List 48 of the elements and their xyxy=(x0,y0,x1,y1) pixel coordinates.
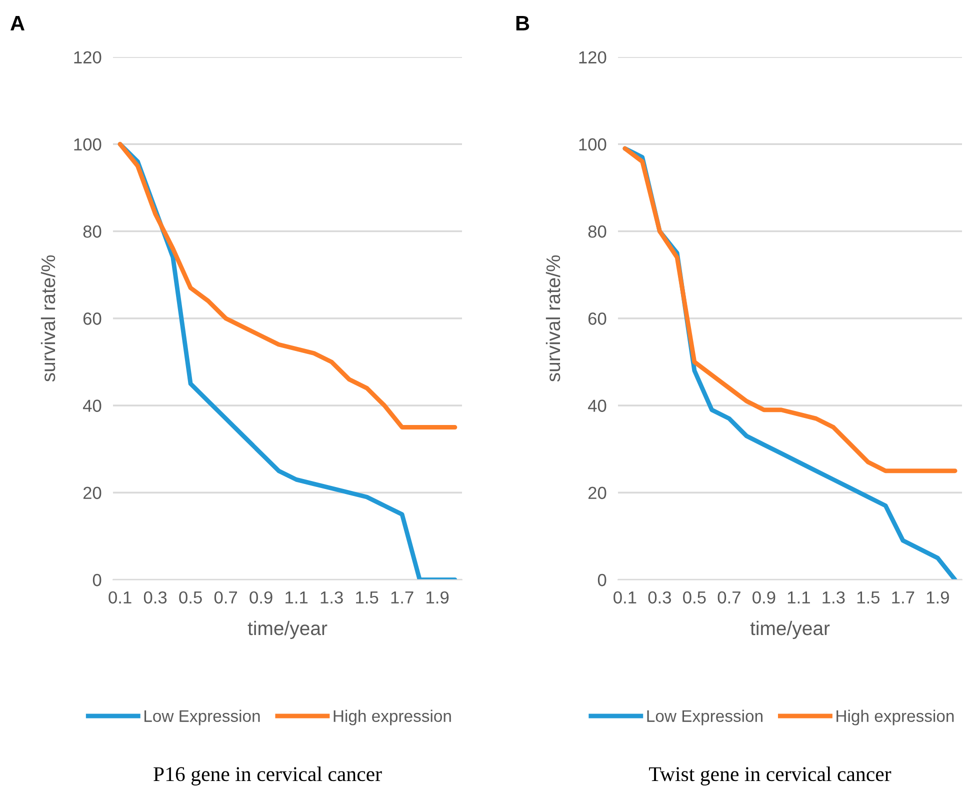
y-tick-label: 80 xyxy=(588,225,606,238)
y-tick-label: 20 xyxy=(83,486,102,500)
legend-label: High expression xyxy=(334,710,451,726)
y-axis-title: survival rate/% xyxy=(40,255,56,382)
x-tick-label: 0.7 xyxy=(718,591,740,604)
y-tick-label: 100 xyxy=(579,138,606,151)
x-tick-label: 1.5 xyxy=(356,591,378,604)
x-tick-label: 1.9 xyxy=(426,591,449,604)
legend-label: Low Expression xyxy=(647,710,762,726)
text: A xyxy=(10,16,24,30)
x-tick-label: 1.1 xyxy=(788,591,810,604)
x-tick-label: 0.9 xyxy=(752,591,776,604)
x-tick-label: 1.7 xyxy=(892,591,914,604)
x-axis-title: time/year xyxy=(750,620,830,640)
x-tick-label: 0.1 xyxy=(108,591,132,604)
text: Twist gene in cervical cancer xyxy=(649,766,892,786)
y-tick-label: 20 xyxy=(588,486,606,500)
y-tick-label: 0 xyxy=(598,574,606,586)
x-tick-label: 0.9 xyxy=(250,591,272,604)
x-tick-label: 0.7 xyxy=(214,591,238,604)
y-tick-label: 100 xyxy=(74,138,102,151)
y-tick-label: 0 xyxy=(92,574,102,586)
line-series xyxy=(622,146,958,474)
x-tick-label: 1.7 xyxy=(391,591,414,604)
x-tick-label: 1.1 xyxy=(286,591,308,604)
x-tick-label: 1.9 xyxy=(926,591,949,604)
x-axis-title: time/year xyxy=(248,620,328,640)
x-tick-label: 1.5 xyxy=(857,591,880,604)
line-series xyxy=(118,142,458,430)
y-tick-label: 120 xyxy=(74,51,102,64)
x-tick-label: 0.5 xyxy=(179,591,202,604)
x-tick-label: 0.5 xyxy=(683,591,706,604)
x-tick-label: 0.3 xyxy=(144,591,167,604)
x-tick-label: 1.3 xyxy=(320,591,343,604)
y-tick-label: 80 xyxy=(83,225,102,238)
x-tick-label: 0.3 xyxy=(648,591,671,604)
y-axis-title: survival rate/% xyxy=(546,255,560,382)
y-tick-label: 60 xyxy=(588,312,606,325)
text: P16 gene in cervical cancer xyxy=(154,766,382,786)
y-tick-label: 120 xyxy=(579,51,606,64)
text: B xyxy=(516,16,530,30)
legend-label: High expression xyxy=(836,710,954,726)
x-tick-label: 0.1 xyxy=(614,591,636,604)
x-tick-label: 1.3 xyxy=(822,591,845,604)
y-tick-label: 60 xyxy=(83,312,102,325)
y-tick-label: 40 xyxy=(82,400,102,412)
legend-label: Low Expression xyxy=(144,710,260,726)
y-tick-label: 40 xyxy=(588,400,606,412)
